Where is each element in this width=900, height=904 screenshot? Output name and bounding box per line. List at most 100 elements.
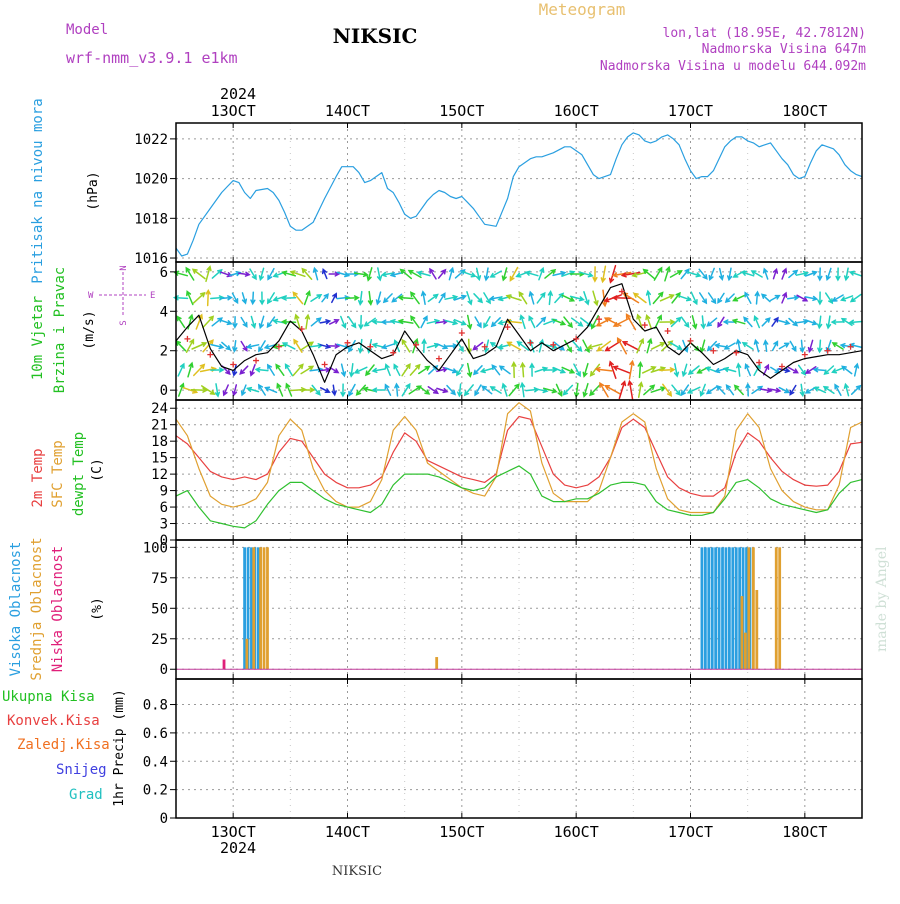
wind-gust-point — [298, 326, 305, 333]
ytick-label: 21 — [151, 418, 168, 434]
model-label: Model — [66, 22, 108, 38]
wind-arrow — [621, 341, 640, 351]
compass-s: S — [119, 320, 129, 325]
wind-arrow — [347, 316, 357, 329]
wind-gust-point — [184, 335, 191, 342]
panel-frame — [175, 539, 863, 680]
cloud_mid-bar — [751, 547, 755, 670]
wind-arrow — [187, 361, 194, 378]
wind-arrow — [708, 267, 715, 282]
wind-arrow — [401, 363, 411, 377]
wind-arrow — [778, 319, 791, 326]
wind-arrow — [611, 271, 632, 278]
wind-arrow — [735, 338, 742, 353]
wind-gust-point — [230, 361, 237, 368]
wind-arrow — [276, 382, 284, 397]
wind-arrow — [357, 290, 364, 306]
wind-arrow — [562, 384, 574, 396]
wind-arrow — [420, 290, 427, 305]
wind-arrow — [713, 343, 728, 349]
xtick-label: 18OCT — [782, 823, 827, 841]
cloud_high-bar — [721, 547, 724, 670]
wind-arrow — [534, 387, 549, 394]
ytick-label: 15 — [151, 451, 168, 467]
cloud_mid-bar — [755, 589, 759, 670]
wind-arrow — [831, 342, 844, 350]
wind-arrow — [850, 384, 862, 395]
wind-arrow — [289, 270, 306, 278]
wind-arrow — [778, 367, 791, 374]
wind-arrow — [202, 315, 215, 329]
wind-arrow — [538, 338, 545, 353]
wind-arrow — [397, 295, 414, 301]
ytick-label: 12 — [151, 467, 168, 483]
wind-arrow — [205, 288, 211, 307]
wind-arrow — [637, 361, 643, 379]
wind-arrow — [743, 316, 753, 328]
wind-arrow — [583, 291, 590, 306]
wind-arrow — [394, 382, 400, 397]
wind-arrow — [371, 387, 386, 393]
wind-arrow — [673, 363, 680, 378]
wind-arrow — [258, 340, 266, 353]
wind-arrow — [669, 342, 683, 351]
wind-arrow — [516, 340, 530, 351]
wind-arrow — [582, 339, 590, 354]
wind-arrow — [750, 270, 763, 278]
wind-arrow — [258, 315, 265, 330]
wind-arrow — [222, 384, 229, 397]
wind-arrow — [319, 319, 332, 325]
wind-arrow — [698, 268, 708, 280]
wind-arrow — [304, 313, 311, 330]
grid-layer — [176, 123, 862, 819]
wind-arrow — [705, 385, 718, 395]
wind-arrow — [795, 270, 810, 277]
wind-arrow — [823, 365, 835, 376]
wind-gust-point — [641, 322, 648, 329]
panel-frame — [175, 261, 863, 401]
ytick-label: 4 — [160, 304, 168, 320]
wind-arrow — [472, 365, 483, 376]
wind-arrow — [436, 387, 449, 394]
wind-arrow — [498, 365, 511, 375]
wind-arrow — [214, 383, 221, 398]
wind-arrow — [427, 386, 439, 395]
wind-gust-point — [801, 351, 808, 358]
wind-arrow — [210, 367, 225, 373]
wind-arrow — [787, 366, 799, 374]
wind-arrow — [628, 359, 635, 380]
wind-arrow — [250, 291, 256, 306]
wind-arrow — [245, 386, 260, 393]
wind-arrow — [363, 317, 376, 327]
wind-arrow — [241, 292, 248, 305]
wind-arrow — [848, 319, 863, 325]
cloud_mid-bar — [778, 547, 782, 670]
precip-freezing-label: Zaledj.Kisa — [17, 737, 110, 753]
wind-arrow — [483, 292, 491, 305]
wind-arrow — [329, 366, 340, 374]
temp_sfc-line — [175, 402, 863, 514]
wind-arrow — [608, 264, 617, 284]
wind-arrow — [528, 290, 535, 305]
wind-arrow — [462, 271, 477, 278]
wind-arrow — [353, 366, 368, 374]
wind-arrow — [444, 319, 459, 326]
wind-arrow — [191, 341, 208, 350]
temp_2m-line — [175, 415, 863, 497]
wind-arrow — [643, 384, 656, 396]
wind-arrow — [552, 366, 567, 374]
wind-arrow — [741, 341, 754, 351]
wind-arrow — [463, 384, 474, 397]
wind-arrow — [365, 364, 375, 377]
wind-arrow — [358, 314, 364, 330]
wind-arrow — [726, 267, 733, 282]
wind-arrow — [232, 315, 238, 329]
wind-arrow — [185, 338, 195, 353]
wind-arrow — [678, 295, 693, 302]
wind-gust-point — [756, 359, 763, 366]
wind-arrow — [245, 343, 260, 350]
cloud_mid-bar — [747, 547, 751, 670]
ytick-label: 2 — [160, 344, 168, 360]
wind-arrow — [804, 366, 817, 375]
